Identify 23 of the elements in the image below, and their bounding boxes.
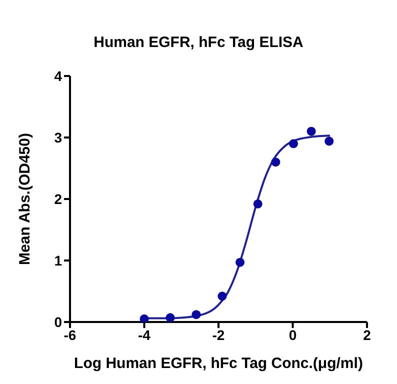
- y-tick-label: 1: [54, 252, 62, 268]
- point: [140, 314, 149, 322]
- point: [324, 136, 334, 146]
- point: [306, 126, 316, 136]
- x-tick-label: -4: [138, 326, 151, 343]
- y-tick-label: 2: [54, 190, 62, 207]
- y-tick-label: 3: [54, 129, 62, 146]
- point: [253, 199, 262, 208]
- x-axis-title: Log Human EGFR, hFc Tag Conc.(μg/ml): [74, 355, 363, 372]
- point: [288, 139, 298, 148]
- x-tick-label: 0: [288, 326, 297, 343]
- point: [271, 158, 280, 167]
- x-tick-label: 2: [363, 326, 372, 343]
- x-tick-label: -2: [212, 326, 225, 343]
- point: [166, 313, 175, 322]
- y-axis-title: Mean Abs.(OD450): [16, 133, 34, 265]
- y-tick-label: 4: [54, 68, 62, 84]
- point: [192, 310, 201, 320]
- point: [218, 292, 227, 301]
- chart-title: Human EGFR, hFc Tag ELISA: [92, 33, 304, 53]
- point: [236, 258, 245, 267]
- y-tick-label: 0: [54, 314, 62, 330]
- x-tick-label: -6: [64, 326, 76, 343]
